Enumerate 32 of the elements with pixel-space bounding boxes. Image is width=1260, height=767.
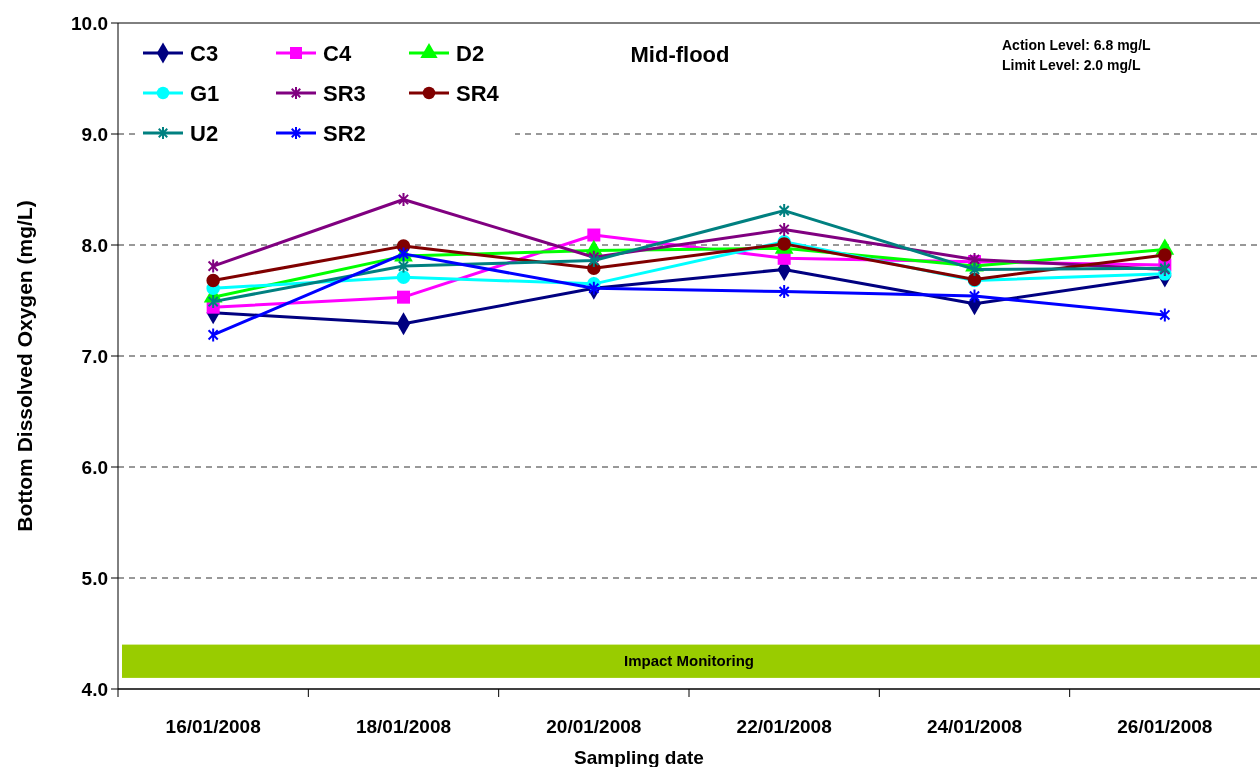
annotation: Limit Level: 2.0 mg/L (1002, 57, 1141, 73)
x-tick-label: 24/01/2008 (926, 716, 1023, 737)
point (396, 270, 411, 284)
legend-label: C4 (323, 41, 352, 66)
point (206, 273, 220, 288)
x-tick-label: 18/01/2008 (355, 716, 452, 737)
y-tick-label: 5.0 (81, 568, 108, 589)
point (1158, 248, 1172, 262)
annotation: Action Level: 6.8 mg/L (1002, 37, 1152, 53)
legend-label: SR3 (323, 81, 366, 106)
y-tick-label: 10.0 (71, 13, 108, 34)
y-axis-title: Bottom Dissolved Oxygen (mg/L) (13, 200, 36, 532)
legend-label: SR4 (456, 81, 500, 106)
point (398, 192, 409, 206)
y-tick-label: 6.0 (81, 457, 108, 478)
x-tick-label: 20/01/2008 (546, 716, 642, 737)
point (587, 228, 601, 242)
point (397, 290, 410, 304)
legend-label: D2 (456, 41, 485, 66)
x-tick-label: 16/01/2008 (165, 716, 261, 737)
y-tick-label: 7.0 (81, 346, 108, 367)
legend-label: C3 (190, 41, 219, 66)
text: Mid-flood (630, 42, 730, 67)
legend-label: G1 (190, 81, 220, 106)
legend-label: SR2 (323, 121, 366, 146)
y-tick-label: 9.0 (81, 124, 108, 145)
y-tick-label: 4.0 (81, 679, 108, 700)
x-tick-label: 22/01/2008 (736, 716, 832, 737)
x-tick-label: 26/01/2008 (1117, 716, 1213, 737)
y-tick-label: 8.0 (81, 235, 108, 256)
legend-label: U2 (190, 121, 219, 146)
band-label: Impact Monitoring (624, 652, 754, 670)
